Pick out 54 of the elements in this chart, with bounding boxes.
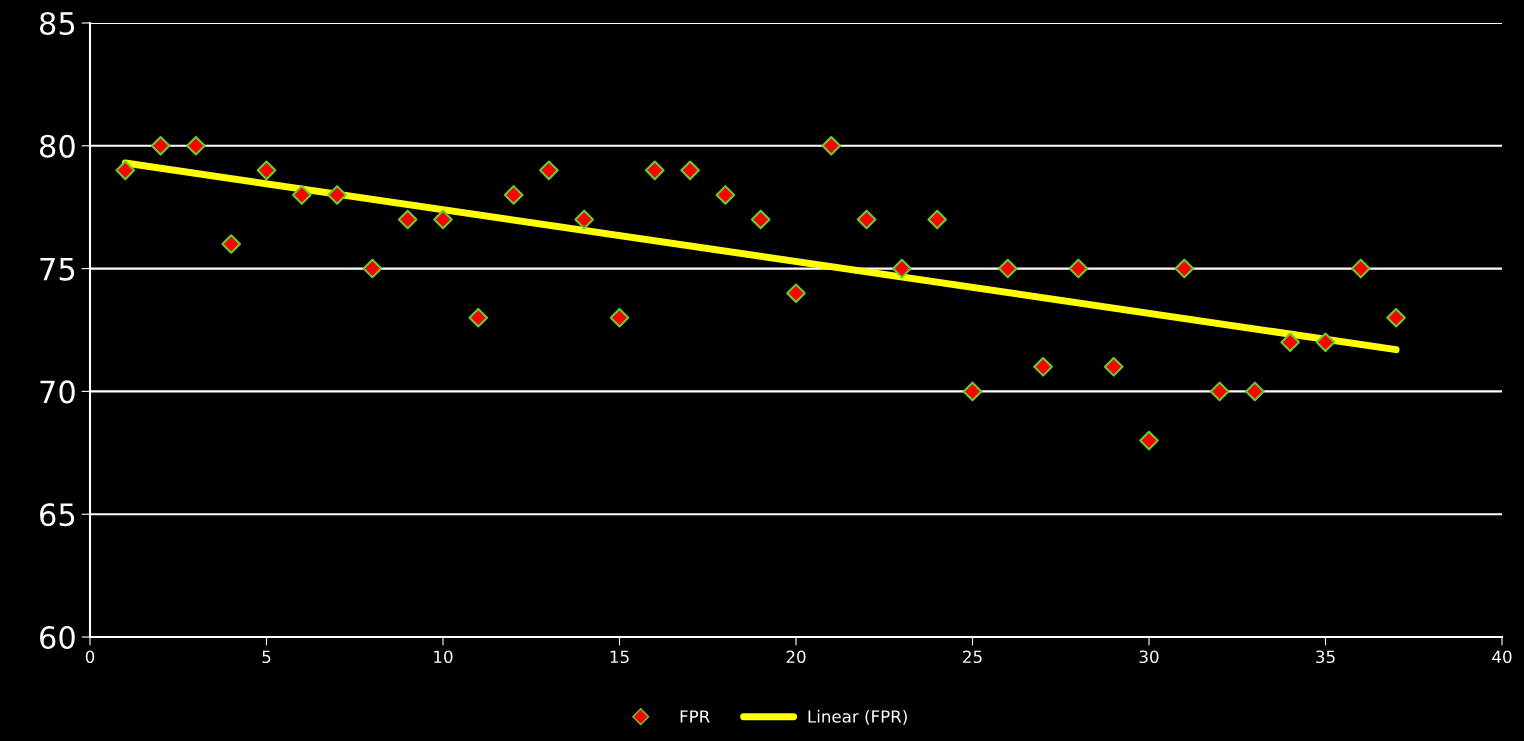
point [433, 209, 453, 230]
point [468, 307, 489, 328]
point [715, 185, 736, 205]
point [1386, 307, 1406, 328]
y-tick-label: 80 [40, 134, 75, 158]
point [1280, 332, 1301, 353]
x-tick-label: 15 [610, 650, 629, 664]
point [291, 185, 312, 205]
point [856, 209, 877, 230]
point [1245, 381, 1265, 402]
point [609, 307, 630, 328]
x-tick-label: 25 [963, 650, 982, 664]
point [503, 185, 524, 205]
legend-label: FPR [680, 710, 710, 723]
y-tick-label: 75 [40, 257, 75, 281]
point [680, 160, 700, 181]
x-tick-label: 40 [1492, 650, 1512, 664]
point [892, 258, 912, 279]
point [539, 160, 559, 181]
point [1139, 430, 1159, 451]
point [221, 234, 242, 254]
legend-label: Linear (FPR) [808, 709, 907, 725]
x-tick-label: 35 [1316, 650, 1335, 664]
point [1209, 381, 1230, 402]
point [997, 258, 1018, 279]
point [574, 209, 595, 230]
y-tick-label: 85 [40, 11, 75, 36]
y-tick-label: 70 [40, 380, 75, 404]
point [115, 160, 136, 181]
point [1068, 258, 1089, 279]
point [1174, 258, 1195, 279]
point [256, 160, 277, 181]
point [1033, 357, 1053, 377]
point [1315, 332, 1336, 353]
point [150, 135, 171, 156]
x-tick-label: 5 [262, 650, 271, 664]
y-tick-label: 65 [40, 503, 75, 527]
point [962, 381, 983, 402]
point [1350, 258, 1371, 279]
x-tick-label: 20 [786, 650, 806, 664]
point [786, 283, 806, 303]
y-tick-label: 60 [40, 625, 75, 650]
point [397, 209, 418, 230]
point [186, 135, 206, 156]
point [327, 185, 347, 205]
point [750, 209, 771, 230]
point [644, 160, 665, 181]
x-tick-label: 0 [85, 650, 95, 664]
point [1103, 357, 1124, 377]
x-tick-label: 30 [1139, 650, 1159, 664]
point [927, 209, 948, 230]
point [362, 258, 383, 279]
point [821, 135, 842, 156]
x-tick-label: 10 [434, 650, 453, 664]
